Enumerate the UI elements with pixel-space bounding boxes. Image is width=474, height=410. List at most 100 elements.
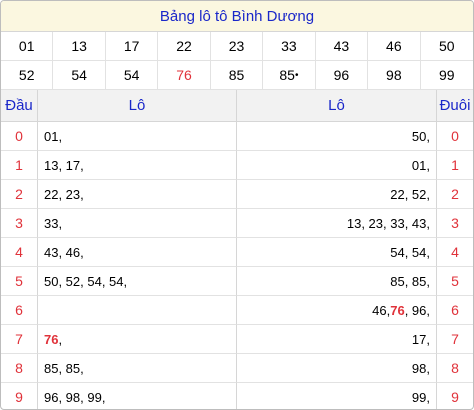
loto-number: 01, xyxy=(411,157,430,173)
duoi-digit: 6 xyxy=(437,296,473,325)
loto-number: , 96, xyxy=(404,302,430,318)
dau-digit: 1 xyxy=(1,151,38,180)
lo-right-cell: 46, 76, 96, xyxy=(237,296,437,325)
prize-number: 85 • xyxy=(263,61,316,90)
lo-left-cell: 85, 85, xyxy=(38,354,237,383)
prize-number: 22 xyxy=(158,32,211,61)
prize-number: 23 xyxy=(210,32,264,61)
lo-left-cell: 33, xyxy=(38,209,237,238)
lo-right-cell: 17, xyxy=(237,325,437,354)
loto-number: , xyxy=(58,331,63,347)
prize-number-value: 96 xyxy=(333,67,350,83)
loto-number: 50, 52, 54, 54, xyxy=(44,273,128,289)
dau-digit: 3 xyxy=(1,209,38,238)
loto-number: 46, xyxy=(372,302,391,318)
prize-number: 01 xyxy=(1,32,54,61)
lo-left-cell: 43, 46, xyxy=(38,238,237,267)
prize-number-value: 76 xyxy=(176,67,192,83)
lo-right-cell: 99, xyxy=(237,383,437,409)
prize-number-value: 01 xyxy=(18,38,35,54)
duoi-digit: 5 xyxy=(437,267,473,296)
lo-right-cell: 85, 85, xyxy=(237,267,437,296)
prize-number-value: 85 xyxy=(279,67,295,83)
prize-number-value: 54 xyxy=(123,67,140,83)
prize-number-value: 52 xyxy=(18,67,35,83)
loto-number: 13, 23, 33, 43, xyxy=(346,215,430,231)
lo-right-cell: 98, xyxy=(237,354,437,383)
prize-number: 46 xyxy=(368,32,421,61)
prize-number-value: 99 xyxy=(438,67,455,83)
loto-number: 99, xyxy=(411,389,430,405)
prize-number-value: 85 xyxy=(228,67,245,83)
duoi-digit: 0 xyxy=(437,122,473,151)
prize-number: 13 xyxy=(53,32,106,61)
dau-digit: 7 xyxy=(1,325,38,354)
loto-number: 76 xyxy=(44,331,59,347)
lo-left-cell: 76, xyxy=(38,325,237,354)
prize-number: 76 xyxy=(158,61,211,90)
prize-number-value: 22 xyxy=(176,38,192,54)
dau-digit: 8 xyxy=(1,354,38,383)
prize-number: 52 xyxy=(1,61,54,90)
dau-digit: 5 xyxy=(1,267,38,296)
loto-number: 43, 46, xyxy=(44,244,84,260)
dau-digit: 6 xyxy=(1,296,38,325)
dau-digit: 0 xyxy=(1,122,38,151)
lo-left-cell: 22, 23, xyxy=(38,180,237,209)
lo-right-cell: 54, 54, xyxy=(237,238,437,267)
prize-number-value: 54 xyxy=(71,67,87,83)
loto-number: 50, xyxy=(411,128,430,144)
loto-number: 13, 17, xyxy=(44,157,84,173)
prize-number: 96 xyxy=(315,61,369,90)
prize-number: 54 xyxy=(53,61,106,90)
prize-number: 33 xyxy=(263,32,316,61)
loto-number: 54, 54, xyxy=(390,244,430,260)
prize-number: 85 xyxy=(210,61,264,90)
prize-number-dot: • xyxy=(294,69,299,81)
lo-right-cell: 01, xyxy=(237,151,437,180)
loto-number: 22, 52, xyxy=(390,186,430,202)
loto-number: 85, 85, xyxy=(390,273,430,289)
header-lo-right: Lô xyxy=(237,90,437,122)
prize-number-value: 17 xyxy=(123,38,140,54)
loto-number: 22, 23, xyxy=(44,186,84,202)
prize-number: 17 xyxy=(105,32,159,61)
header-dau: Đầu xyxy=(1,90,38,122)
header-duoi: Đuôi xyxy=(437,90,473,122)
lo-left-cell: 13, 17, xyxy=(38,151,237,180)
loto-number: 98, xyxy=(411,360,430,376)
dau-digit: 2 xyxy=(1,180,38,209)
prize-number-value: 33 xyxy=(281,38,297,54)
duoi-digit: 2 xyxy=(437,180,473,209)
lo-left-cell: 96, 98, 99, xyxy=(38,383,237,409)
prize-number-value: 13 xyxy=(71,38,87,54)
prize-number: 99 xyxy=(420,61,473,90)
duoi-digit: 1 xyxy=(437,151,473,180)
loto-number: 17, xyxy=(411,331,430,347)
prize-number: 98 xyxy=(368,61,421,90)
lo-right-cell: 13, 23, 33, 43, xyxy=(237,209,437,238)
prize-number-value: 43 xyxy=(333,38,350,54)
lo-right-cell: 50, xyxy=(237,122,437,151)
prize-number: 54 xyxy=(105,61,159,90)
duoi-digit: 8 xyxy=(437,354,473,383)
prize-numbers-grid: 01 13 17 22 23 33 43 46 50 52 54 54 76 85 85 • 96 98 99 xyxy=(1,32,473,90)
lo-left-cell: 50, 52, 54, 54, xyxy=(38,267,237,296)
loto-number: 85, 85, xyxy=(44,360,84,376)
loto-number: 01, xyxy=(44,128,63,144)
prize-number-value: 46 xyxy=(386,38,402,54)
lo-left-cell xyxy=(38,296,237,325)
duoi-digit: 3 xyxy=(437,209,473,238)
header-lo-left: Lô xyxy=(38,90,237,122)
lo-left-cell: 01, xyxy=(38,122,237,151)
prize-number: 50 xyxy=(420,32,473,61)
lo-right-cell: 22, 52, xyxy=(237,180,437,209)
dau-digit: 4 xyxy=(1,238,38,267)
duoi-digit: 4 xyxy=(437,238,473,267)
table-title: Bảng lô tô Bình Dương xyxy=(1,1,473,32)
dau-digit: 9 xyxy=(1,383,38,409)
loto-number: 76 xyxy=(390,302,405,318)
loto-number: 96, 98, 99, xyxy=(44,389,106,405)
